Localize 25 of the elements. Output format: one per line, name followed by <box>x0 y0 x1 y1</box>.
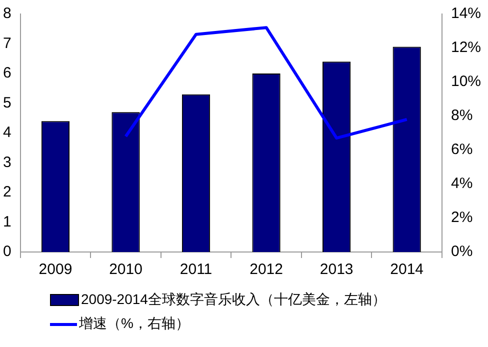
y2-tick-label: 6% <box>450 141 473 158</box>
y2-tick-label: 0% <box>450 243 473 260</box>
x-tick-label: 2013 <box>320 261 354 278</box>
y2-tick-label: 2% <box>450 209 473 226</box>
x-tick-label: 2012 <box>250 261 283 278</box>
y-tick-label: 1 <box>3 213 12 230</box>
y2-tick-label: 4% <box>450 175 473 192</box>
legend-label: 2009-2014全球数字音乐收入（十亿美金，左轴） <box>81 291 386 309</box>
x-tick-label: 2014 <box>390 261 424 278</box>
x-tick-label: 2011 <box>180 261 212 278</box>
y-tick-label: 0 <box>3 243 12 260</box>
y-tick-label: 6 <box>3 64 12 82</box>
legend-label: 增速（%，右轴） <box>79 315 190 333</box>
y-tick-label: 7 <box>3 34 12 52</box>
x-tick-label: 2010 <box>109 261 142 278</box>
y-tick-label: 8 <box>3 5 12 22</box>
x-tick-label: 2009 <box>38 261 72 278</box>
y-tick-label: 5 <box>3 94 12 112</box>
y-tick-label: 2 <box>3 184 12 201</box>
y2-tick-label: 8% <box>450 107 473 124</box>
y2-tick-label: 10% <box>450 73 482 90</box>
y2-tick-label: 12% <box>450 39 482 56</box>
y2-tick-label: 14% <box>450 5 482 22</box>
y-tick-label: 4 <box>3 124 12 142</box>
y-tick-label: 3 <box>3 154 12 171</box>
